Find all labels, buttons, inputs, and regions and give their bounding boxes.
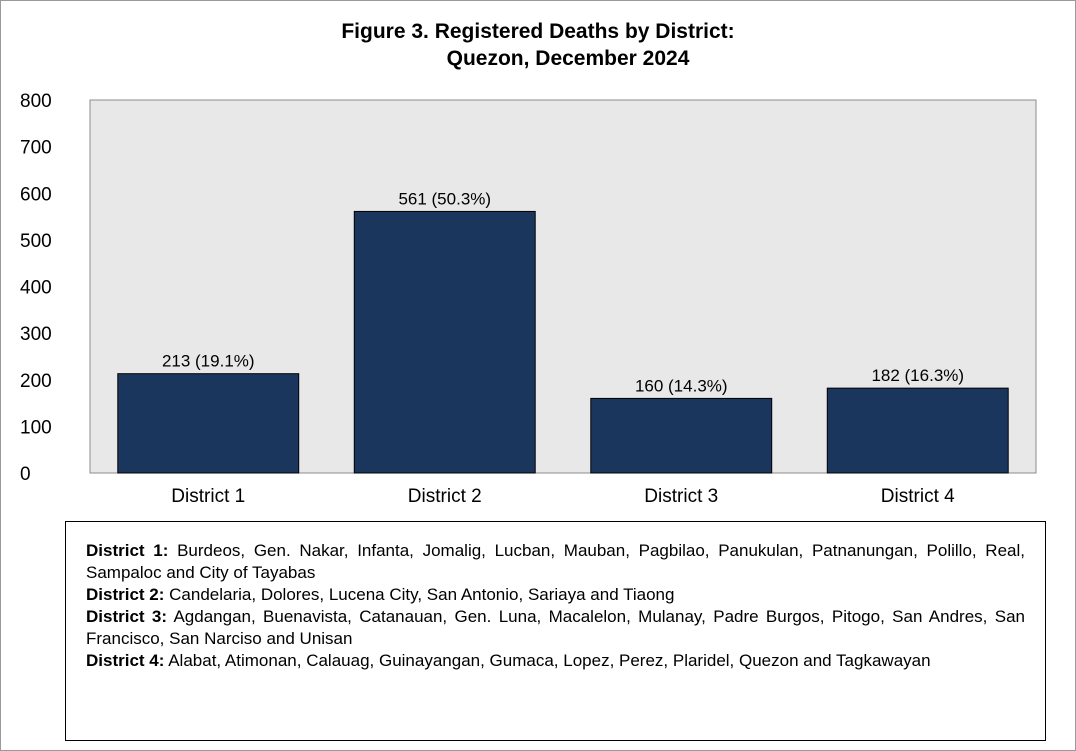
bars: 213 (19.1%) 561 (50.3%) 160 (14.3%) 182 (16… [117, 189, 1009, 474]
data-label: 160 (14.3%) [635, 376, 728, 395]
y-tick-label: 600 [20, 184, 52, 205]
y-tick-label: 300 [20, 324, 52, 345]
title-line-1: Figure 3. Registered Deaths by District: [341, 20, 735, 43]
data-label: 561 (50.3%) [398, 189, 491, 208]
chart-title: Figure 3. Registered Deaths by District:… [0, 18, 1076, 72]
bar-chart: 0 100 200 300 400 500 600 700 800 213 (19.1%) 561… [20, 91, 1037, 507]
title-line-2: Quezon, December 2024 [446, 47, 690, 70]
bar-4 [826, 387, 1009, 474]
bar-2 [353, 210, 536, 474]
note-district-3: District 3: Agdangan, Buenavista, Catana… [86, 606, 1025, 650]
y-axis: 0 100 200 300 400 500 600 700 800 [20, 91, 52, 485]
note-district-4: District 4: Alabat, Atimonan, Calauag, G… [86, 650, 1025, 672]
y-tick-label: 700 [20, 138, 52, 159]
note-text: Burdeos, Gen. Nakar, Infanta, Jomalig, L… [86, 541, 1025, 582]
note-label: District 3: [86, 607, 168, 626]
note-label: District 4: [86, 651, 165, 670]
note-label: District 2: [86, 585, 165, 604]
y-tick-label: 800 [20, 91, 52, 112]
data-label: 213 (19.1%) [162, 352, 255, 371]
x-tick-label: District 1 [171, 486, 245, 507]
note-district-2: District 2: Candelaria, Dolores, Lucena … [86, 584, 1025, 606]
y-tick-label: 500 [20, 231, 52, 252]
x-axis: District 1 District 2 District 3 District 4 [171, 486, 955, 507]
note-label: District 1: [86, 541, 169, 560]
district-notes: District 1: Burdeos, Gen. Nakar, Infanta… [65, 521, 1046, 741]
bar-3 [590, 397, 773, 474]
y-tick-label: 100 [20, 417, 52, 438]
note-text: Agdangan, Buenavista, Catanauan, Gen. Lu… [86, 607, 1025, 648]
x-tick-label: District 2 [408, 486, 482, 507]
note-district-1: District 1: Burdeos, Gen. Nakar, Infanta… [86, 540, 1025, 584]
data-label: 182 (16.3%) [871, 366, 964, 385]
note-text: Candelaria, Dolores, Lucena City, San An… [169, 585, 675, 604]
x-tick-label: District 4 [881, 486, 955, 507]
note-text: Alabat, Atimonan, Calauag, Guinayangan, … [168, 651, 931, 670]
x-tick-label: District 3 [644, 486, 718, 507]
y-tick-label: 0 [20, 464, 31, 485]
bar-1 [117, 373, 300, 474]
y-tick-label: 400 [20, 278, 52, 299]
y-tick-label: 200 [20, 371, 52, 392]
